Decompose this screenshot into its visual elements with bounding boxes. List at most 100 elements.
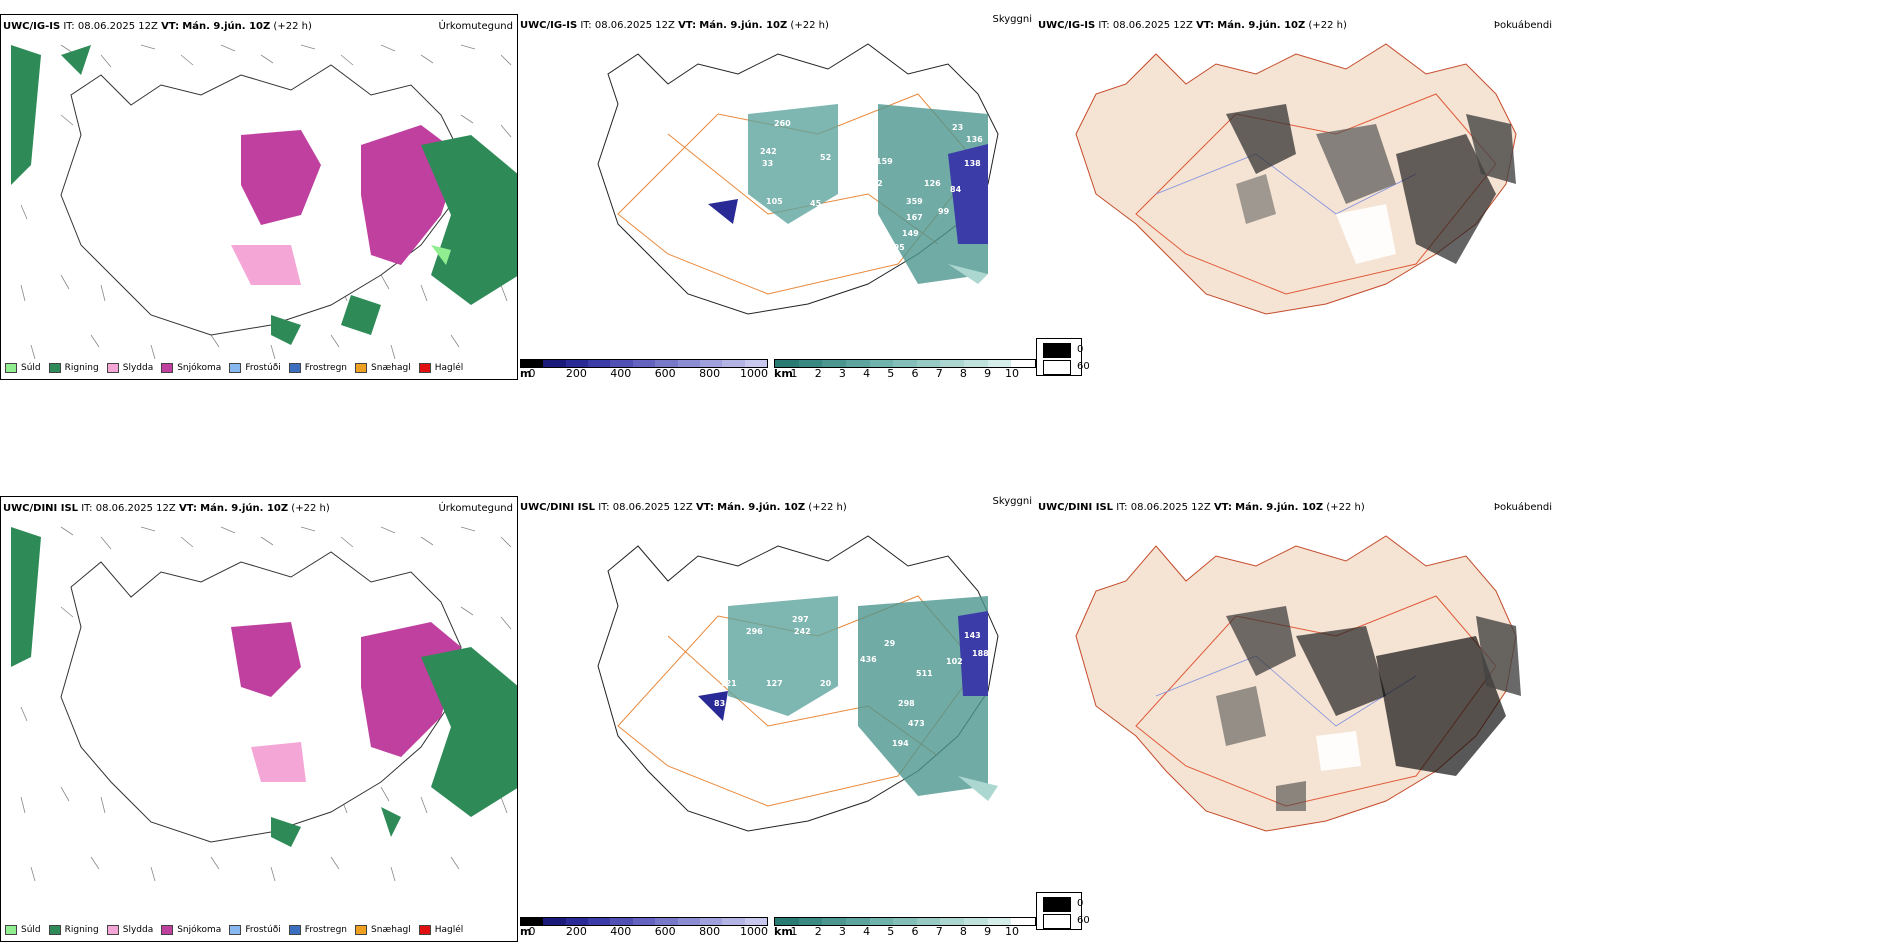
fog-key: 0 60 [1036, 338, 1090, 376]
fog-key-label: 0 [1077, 344, 1084, 355]
it-value: 08.06.2025 12Z [594, 20, 675, 31]
vis-value-label: 20 [820, 679, 832, 688]
vis-tick: 3 [838, 367, 846, 380]
fog-map [1075, 535, 1521, 832]
visibility-unit: km [774, 367, 793, 380]
vis-value-label: 159 [876, 157, 893, 166]
vt-label: VT: [178, 503, 197, 514]
legend-item: Snjókoma [161, 363, 221, 373]
vis-value-label: 29 [884, 639, 896, 648]
vis-value-label: 102 [946, 657, 963, 666]
fog-key-label: 60 [1077, 915, 1090, 926]
ceiling-tick: 600 [654, 925, 676, 938]
vis-tick: 4 [863, 367, 871, 380]
vis-value-label: 45 [810, 199, 822, 208]
it-label: IT: [580, 20, 592, 31]
it-value: 08.06.2025 12Z [612, 502, 693, 513]
ceiling-tick: 400 [610, 925, 632, 938]
vt-value: Mán. 9.jún. 10Z [200, 503, 289, 514]
vis-value-label: 105 [766, 197, 783, 206]
vis-tick: 10 [1005, 925, 1019, 938]
vis-value-label: 23 [952, 123, 963, 132]
lead-time: (+22 h) [790, 20, 829, 31]
vis-tick: 3 [838, 925, 846, 938]
vis-value-label: 121 [720, 679, 737, 688]
it-value: 08.06.2025 12Z [1130, 502, 1211, 513]
lead-time: (+22 h) [273, 21, 312, 32]
it-label: IT: [1098, 20, 1110, 31]
visibility-map: 260 242 52 33 105 45 159 162 126 359 99 … [597, 43, 999, 315]
ceiling-tick: 600 [654, 367, 676, 380]
ceiling-tick: 800 [699, 925, 721, 938]
panel-title: Skyggni [992, 496, 1032, 507]
vis-value-label: 298 [898, 699, 915, 708]
ceiling-tick: 800 [699, 367, 721, 380]
vis-value-label: 149 [902, 229, 919, 238]
panel-header: UWC/DINI ISL IT: 08.06.2025 12Z VT: Mán.… [1038, 502, 1365, 513]
legend-item: Frostúði [229, 925, 281, 935]
ceiling-tick: 0 [528, 925, 536, 938]
legend-item: Súld [5, 363, 41, 373]
vis-tick: 1 [790, 367, 798, 380]
vt-label: VT: [1196, 20, 1215, 31]
panel-title: Þokuábendi [1493, 502, 1552, 513]
legend-item: Haglél [418, 363, 463, 373]
vis-tick: 9 [984, 925, 992, 938]
vis-value-label: 99 [938, 207, 950, 216]
precip-areas [11, 45, 517, 345]
fog-key-label: 60 [1077, 361, 1090, 372]
vis-tick: 8 [959, 367, 967, 380]
ceiling-tick: 200 [565, 367, 587, 380]
visibility-ticks: 1 2 3 4 5 6 7 8 9 10 [791, 925, 1020, 939]
visibility-panel-top: UWC/IG-IS IT: 08.06.2025 12Z VT: Mán. 9.… [518, 14, 1036, 380]
ceiling-unit: m [520, 925, 532, 938]
ceiling-colorbar [520, 359, 768, 368]
panel-title: Skyggni [992, 14, 1032, 25]
precip-panel-bottom: UWC/DINI ISL IT: 08.06.2025 12Z VT: Mán.… [0, 496, 518, 942]
precip-legend: Súld Rigning Slydda Snjókoma Frostúði Fr… [5, 925, 463, 935]
it-value: 08.06.2025 12Z [77, 21, 158, 32]
vis-value-label: 194 [892, 739, 909, 748]
ceiling-tick: 1000 [740, 367, 768, 380]
vis-value-label: 473 [908, 719, 925, 728]
vis-value-label: 296 [746, 627, 763, 636]
vis-value-label: 297 [792, 615, 809, 624]
panel-title: Úrkomutegund [438, 21, 513, 32]
vis-value-label: 52 [820, 153, 831, 162]
legend-item: Haglél [418, 925, 463, 935]
vt-label: VT: [161, 21, 180, 32]
legend-item: Frostregn [288, 363, 347, 373]
visibility-value-labels: 260 242 52 33 105 45 159 162 126 359 99 … [760, 119, 983, 252]
vis-tick: 6 [911, 925, 919, 938]
panel-title: Úrkomutegund [438, 503, 513, 514]
fog-areas [1216, 606, 1521, 811]
vis-value-label: 83 [714, 699, 725, 708]
model-name: UWC/IG-IS [520, 20, 578, 31]
vis-tick: 5 [887, 925, 895, 938]
model-name: UWC/DINI ISL [520, 502, 596, 513]
fog-panel-bottom: UWC/DINI ISL IT: 08.06.2025 12Z VT: Mán.… [1036, 496, 1556, 942]
legend-item: Snæhagl [355, 363, 411, 373]
panel-header: UWC/IG-IS IT: 08.06.2025 12Z VT: Mán. 9.… [520, 20, 829, 31]
visibility-colorbar [774, 359, 1036, 368]
it-label: IT: [1116, 502, 1128, 513]
vis-tick: 4 [863, 925, 871, 938]
lead-time: (+22 h) [1326, 502, 1365, 513]
legend-item: Slydda [106, 925, 153, 935]
visibility-panel-bottom: UWC/DINI ISL IT: 08.06.2025 12Z VT: Mán.… [518, 496, 1036, 942]
vis-value-label: 436 [860, 655, 877, 664]
precip-map [11, 526, 517, 882]
it-value: 08.06.2025 12Z [95, 503, 176, 514]
precip-legend: Súld Rigning Slydda Snjókoma Frostúði Fr… [5, 363, 463, 373]
visibility-value-labels: 287 297 242 296 83 121 127 186 20 436 29… [714, 589, 989, 748]
ceiling-ticks: 0 200 400 600 800 1000 [528, 925, 769, 939]
vis-tick: 2 [814, 925, 822, 938]
vt-value: Mán. 9.jún. 10Z [182, 21, 271, 32]
visibility-ticks: 1 2 3 4 5 6 7 8 9 10 [790, 367, 1020, 380]
vis-tick: 9 [984, 367, 992, 380]
lead-time: (+22 h) [1308, 20, 1347, 31]
vis-value-label: 126 [924, 179, 941, 188]
ceiling-tick: 400 [610, 367, 632, 380]
vis-value-label: 143 [964, 631, 981, 640]
legend-item: Snæhagl [355, 925, 411, 935]
